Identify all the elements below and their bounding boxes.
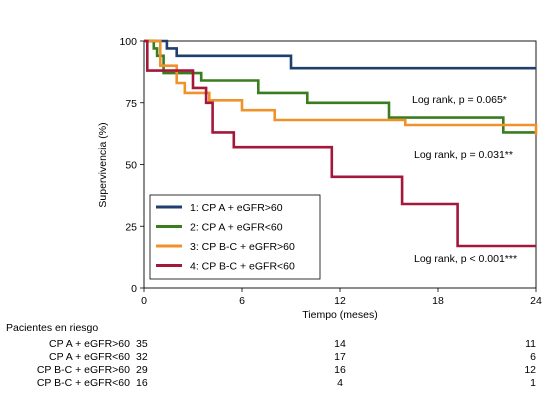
- legend: 1: CP A + eGFR>60 2: CP A + eGFR<60 3: CP …: [149, 194, 321, 280]
- y-tick-label: 75: [125, 98, 137, 110]
- logrank-annotation-3: Log rank, p < 0.001***: [414, 253, 517, 265]
- legend-label-2: 2: CP A + eGFR<60: [190, 222, 283, 234]
- x-axis: 0 6 12 18 24: [141, 288, 542, 307]
- survival-curves: [144, 39, 538, 248]
- legend-label-3: 3: CP B-C + eGFR>60: [190, 241, 295, 253]
- risk-row-label: CP A + eGFR<60: [49, 351, 130, 363]
- risk-row-value: 4: [337, 377, 343, 389]
- logrank-annotation-2: Log rank, p = 0.031**: [414, 149, 513, 161]
- survival-curve-4: [144, 39, 536, 248]
- x-tick-label: 24: [530, 295, 542, 307]
- risk-row-value: 12: [524, 364, 536, 376]
- y-axis-title: Supervivencia (%): [97, 122, 109, 207]
- risk-table: Pacientes en riesgo CP A + eGFR>60 35 14 11…: [6, 322, 536, 389]
- risk-row-value: 17: [334, 351, 346, 363]
- risk-row-value: 11: [525, 338, 536, 350]
- risk-row-label: CP B-C + eGFR>60: [37, 364, 130, 376]
- risk-row-value: 1: [530, 377, 536, 389]
- y-axis: 0 25 50 75 100: [119, 36, 144, 295]
- legend-label-1: 1: CP A + eGFR>60: [190, 202, 283, 214]
- y-tick-label: 25: [125, 221, 137, 233]
- survival-curve-2: [144, 39, 536, 134]
- x-tick-label: 18: [432, 295, 444, 307]
- risk-table-title: Pacientes en riesgo: [6, 322, 98, 334]
- survival-curve-3: [144, 39, 538, 135]
- risk-row-label: CP B-C + eGFR<60: [37, 377, 130, 389]
- risk-row-value: 16: [334, 364, 346, 376]
- risk-row-value: 29: [136, 364, 148, 376]
- x-tick-label: 12: [334, 295, 346, 307]
- risk-row-value: 35: [136, 338, 148, 350]
- y-tick-label: 100: [119, 36, 137, 48]
- risk-row-label: CP A + eGFR>60: [49, 338, 130, 350]
- y-tick-label: 50: [125, 160, 137, 172]
- y-tick-label: 0: [131, 283, 137, 295]
- risk-row-value: 6: [530, 351, 536, 363]
- x-tick-label: 0: [141, 295, 147, 307]
- risk-row-value: 14: [334, 338, 346, 350]
- x-tick-label: 6: [239, 295, 245, 307]
- survival-curve-1: [144, 39, 536, 70]
- risk-row-value: 16: [136, 377, 148, 389]
- risk-row-value: 32: [136, 351, 148, 363]
- logrank-annotation-1: Log rank, p = 0.065*: [412, 94, 507, 106]
- x-axis-title: Tiempo (meses): [302, 309, 377, 321]
- legend-label-4: 4: CP B-C + eGFR<60: [190, 261, 295, 273]
